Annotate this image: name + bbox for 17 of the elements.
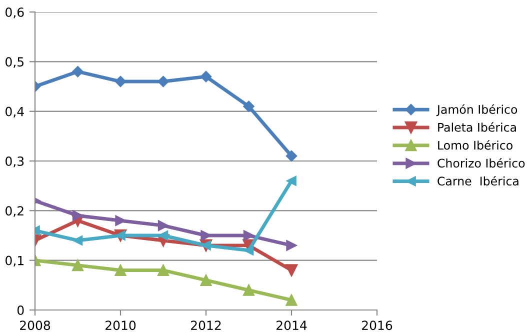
x-tick-label: 2014 <box>276 320 307 330</box>
legend-label: Chorizo Ibérico <box>438 158 525 168</box>
legend-label: Carne Ibérica <box>438 176 518 186</box>
legend-label: Jamón Ibérico <box>436 104 518 116</box>
y-tick-label: 0 <box>17 305 24 315</box>
y-tick-label: 0,5 <box>6 57 24 68</box>
legend-label: Paleta Ibérica <box>438 122 516 132</box>
y-tick-label: 0,4 <box>6 106 24 118</box>
x-tick-label: 2010 <box>106 320 136 330</box>
y-tick-label: 0,3 <box>6 156 24 168</box>
x-tick-label: 2012 <box>191 320 221 330</box>
legend-label: Lomo Ibérico <box>438 140 512 150</box>
y-tick-label: 0,1 <box>6 256 24 267</box>
y-tick-label: 0,2 <box>6 206 24 217</box>
y-tick-label: 0,6 <box>6 7 24 18</box>
x-tick-label: 2016 <box>362 320 392 330</box>
x-tick-label: 2008 <box>20 320 50 330</box>
